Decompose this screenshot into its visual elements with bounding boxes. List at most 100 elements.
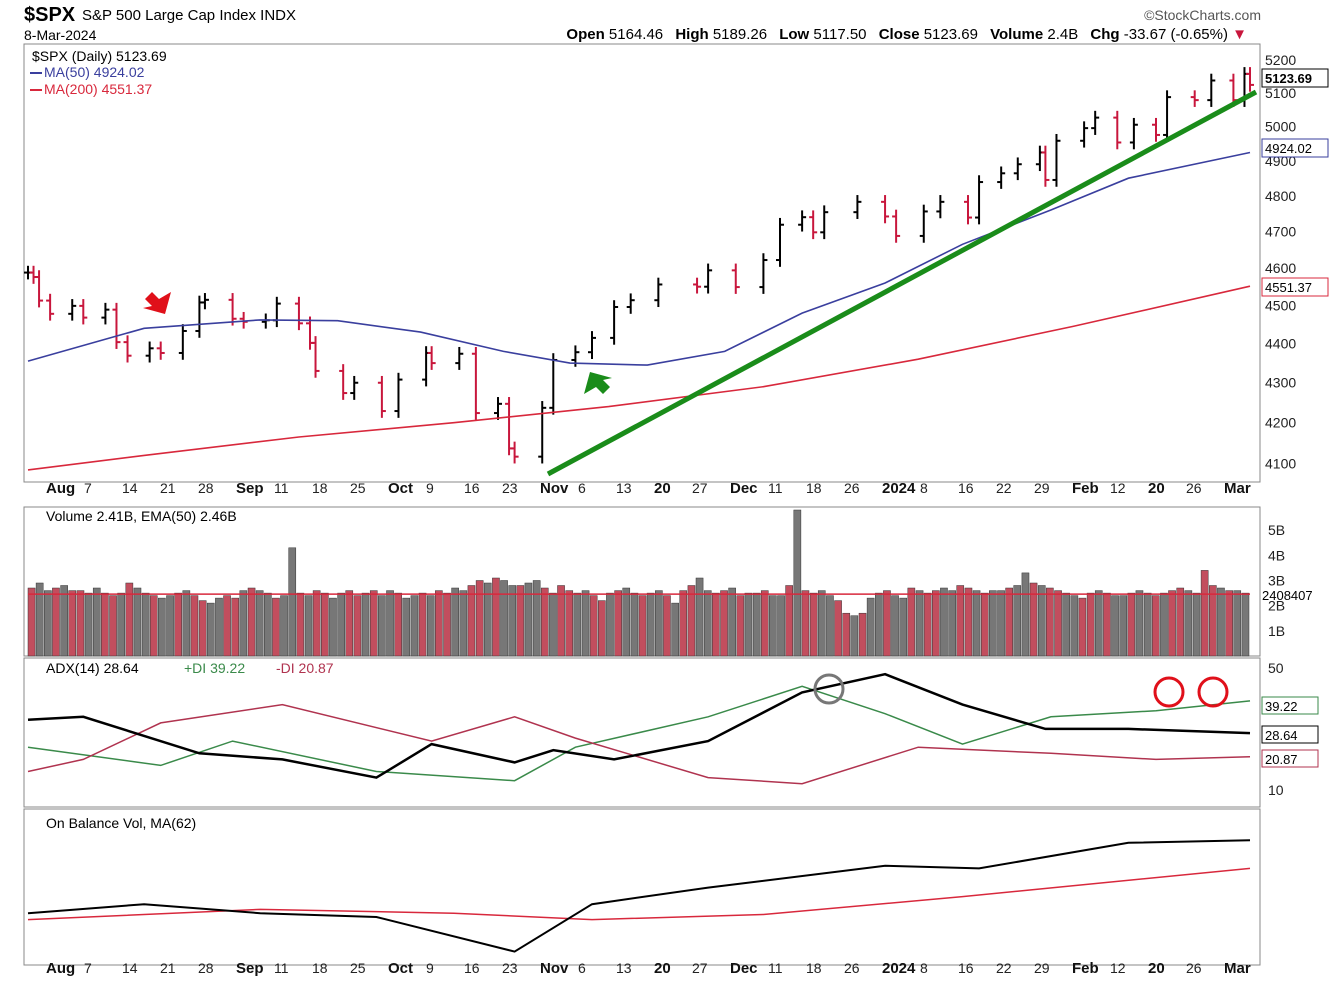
x-axis-label: 2024	[882, 960, 916, 977]
volume-bar	[1217, 587, 1225, 657]
volume-bar	[598, 600, 606, 657]
x-axis-label: Mar	[1224, 480, 1251, 497]
chg-value: -33.67 (-0.65%)	[1123, 26, 1228, 43]
volume-bar	[467, 585, 476, 657]
x-axis-label: Nov	[540, 480, 569, 497]
volume-bar	[638, 595, 647, 657]
volume-bar	[133, 587, 142, 657]
volume-bar	[483, 582, 492, 657]
volume-bar	[206, 602, 215, 657]
x-axis-label: Feb	[1072, 480, 1099, 497]
ma50-line	[27, 151, 1251, 366]
volume-bar	[247, 587, 256, 657]
volume-bar	[606, 592, 614, 657]
low-label: Low	[779, 26, 810, 43]
chart-symbol: $SPX	[24, 4, 76, 26]
ma200-legend: MA(200) 4551.37	[44, 81, 152, 97]
x-axis-label: 11	[274, 480, 289, 496]
volume-bar	[92, 587, 101, 657]
volume-bar	[475, 580, 484, 657]
volume-bar	[125, 582, 134, 657]
volume-bar	[720, 590, 728, 657]
volume-bar	[565, 590, 574, 657]
price-axis-tick: 4800	[1265, 188, 1296, 204]
adx-line	[27, 672, 1251, 779]
volume-bar	[60, 585, 68, 657]
chart-date: 8-Mar-2024	[24, 27, 97, 43]
volume-bar	[899, 597, 908, 657]
volume-tag: 2408407	[1262, 588, 1313, 603]
volume-bar	[883, 590, 891, 657]
volume-bar	[1168, 590, 1176, 657]
volume-bar	[1176, 587, 1185, 657]
x-axis-label: 20	[654, 960, 671, 977]
volume-bar	[1209, 585, 1217, 657]
x-axis-label: 7	[84, 480, 92, 496]
volume-bar	[655, 590, 663, 657]
volume-value: 2.4B	[1047, 26, 1079, 43]
volume-bar	[1160, 592, 1168, 657]
volume-bar	[321, 592, 329, 657]
adx-tag: 28.64	[1265, 728, 1298, 743]
volume-bar	[101, 592, 109, 657]
x-axis-label: 13	[616, 960, 632, 976]
annotation-arrows	[143, 292, 612, 394]
volume-bar	[777, 595, 785, 657]
volume-bar	[923, 592, 932, 657]
volume-bar	[581, 590, 590, 657]
brand-watermark[interactable]: ©StockCharts.com	[1144, 7, 1261, 23]
volume-bar	[573, 592, 582, 657]
volume-bar	[1233, 590, 1242, 657]
x-axis-label: 20	[1148, 960, 1165, 977]
volume-bar	[182, 590, 191, 657]
x-axis-label: 13	[616, 480, 632, 496]
volume-bar	[1054, 590, 1062, 657]
x-axis-label: 25	[350, 480, 366, 496]
volume-bar	[264, 592, 272, 657]
mdi-line	[27, 703, 1251, 785]
close-value: 5123.69	[923, 26, 978, 43]
x-axis-label: 23	[502, 960, 518, 976]
volume-bar	[508, 585, 517, 657]
volume-bar	[695, 577, 704, 657]
price-bars	[24, 67, 1254, 464]
x-axis-label: 29	[1034, 480, 1050, 496]
close-tag: 5123.69	[1265, 71, 1312, 86]
dropdown-triangle-icon[interactable]: ▼	[1232, 26, 1247, 43]
pdi-line	[27, 685, 1251, 782]
volume-bar	[280, 595, 288, 657]
volume-bar	[337, 592, 345, 657]
pdi-tag: 39.22	[1265, 699, 1298, 714]
volume-bar	[1241, 592, 1250, 657]
volume-bar	[760, 590, 769, 657]
mdi-tag-box	[1261, 749, 1319, 768]
green-up-arrow-icon	[584, 372, 612, 394]
volume-bar	[891, 595, 899, 657]
x-axis-label: 12	[1110, 960, 1126, 976]
price-axis-tick: 4700	[1265, 224, 1296, 240]
volume-bar	[826, 595, 834, 657]
volume-bar	[361, 592, 370, 657]
volume-bar	[972, 590, 981, 657]
volume-bar	[223, 595, 231, 657]
x-axis-label: Oct	[388, 480, 413, 497]
volume-bar	[842, 612, 851, 657]
price-axis-tick: 4300	[1265, 375, 1296, 391]
volume-bar	[1086, 592, 1095, 657]
volume-bar	[744, 592, 753, 657]
volume-bar	[703, 590, 712, 657]
ma200-line	[27, 285, 1251, 471]
x-axis-label: Aug	[46, 960, 75, 977]
volume-bar	[345, 590, 354, 657]
trend-line	[546, 89, 1258, 477]
volume-bar	[1135, 590, 1144, 657]
price-axis-tick: 5200	[1265, 52, 1296, 68]
x-axis-label: Sep	[236, 480, 264, 497]
ma50-tag-box	[1261, 138, 1329, 158]
x-axis-label: Aug	[46, 480, 75, 497]
high-value: 5189.26	[712, 26, 768, 43]
volume-bar	[435, 590, 443, 657]
axis-ticks: 4100420043004400450046004700480049005000…	[46, 52, 1296, 977]
x-axis-label: 25	[350, 960, 366, 976]
volume-bar	[1184, 590, 1193, 657]
